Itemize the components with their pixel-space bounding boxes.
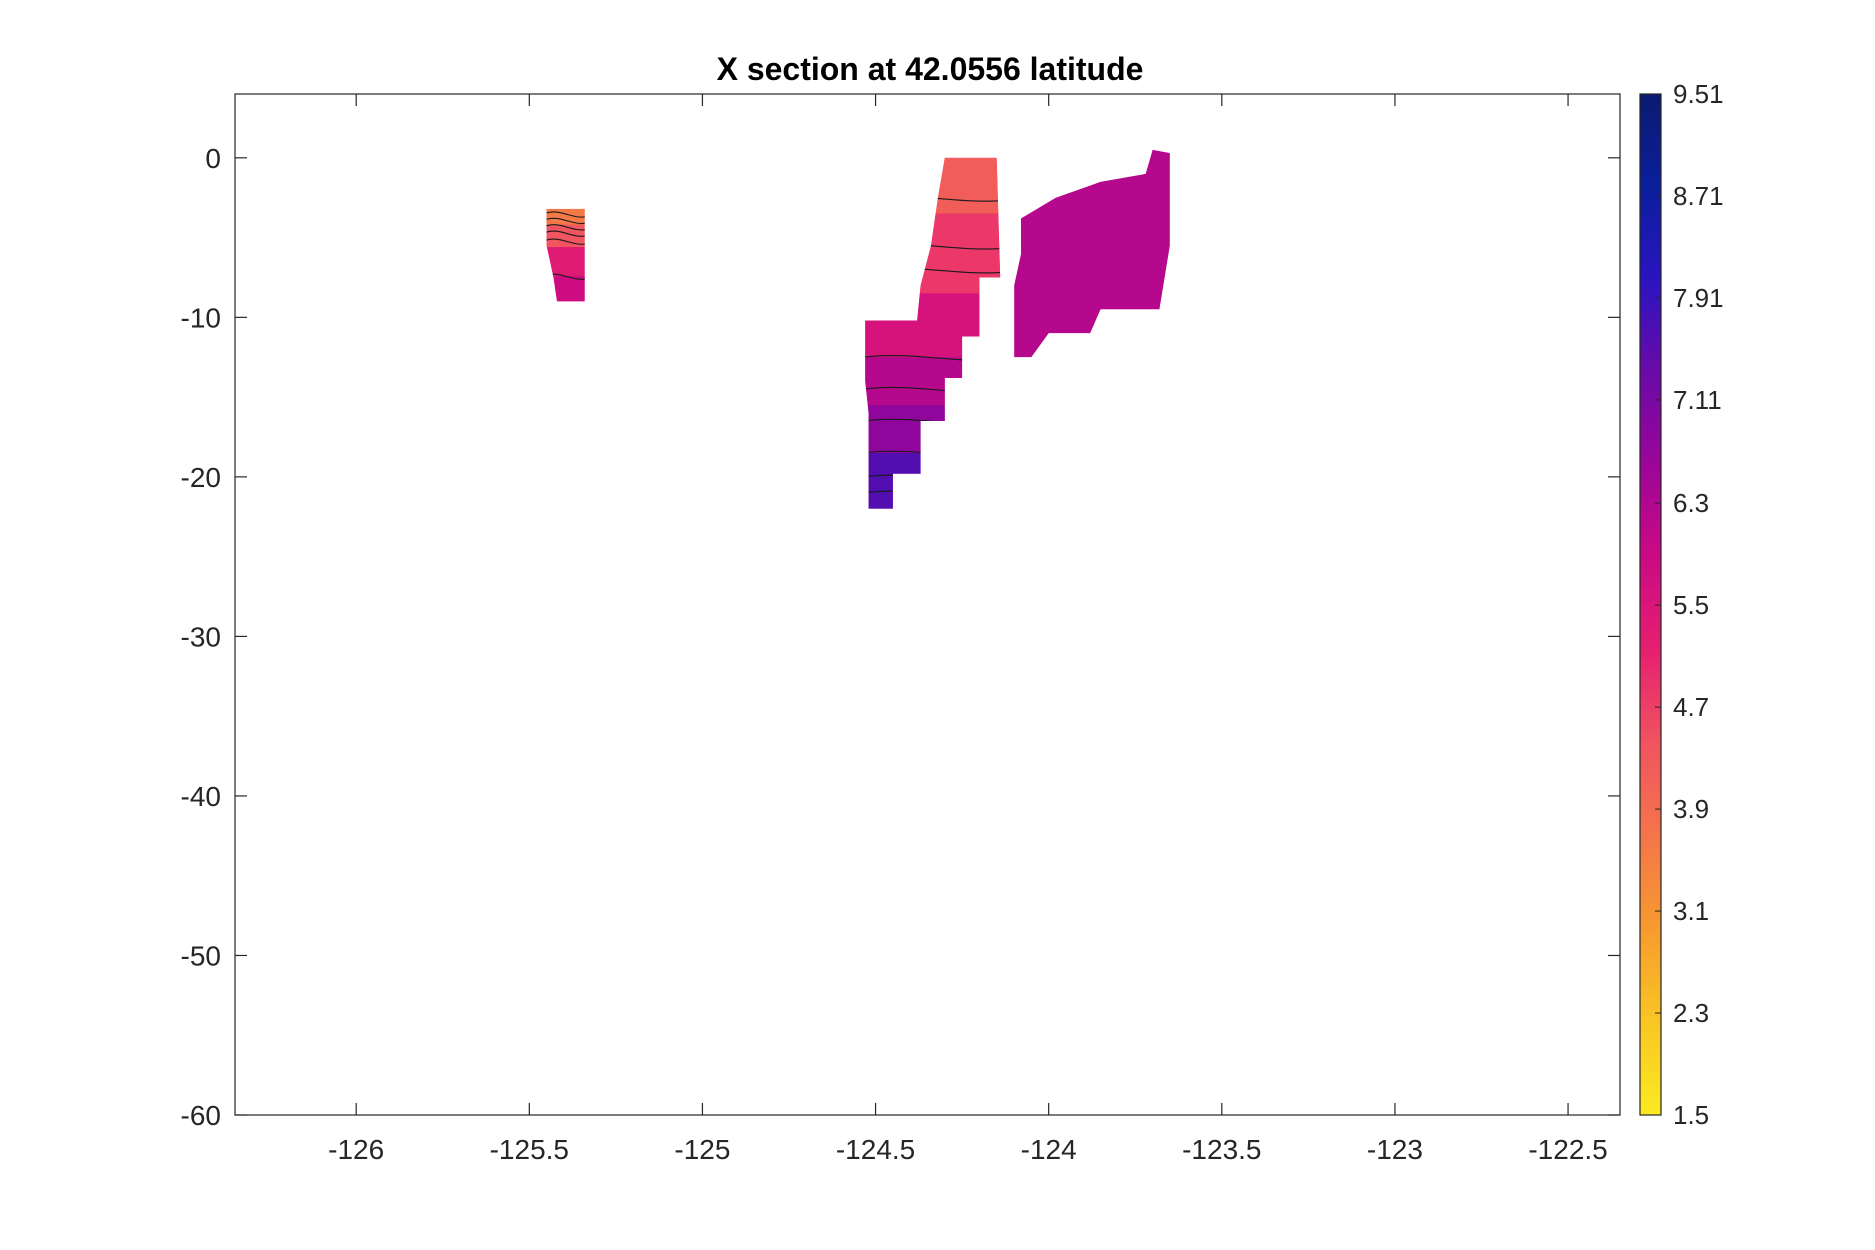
colorbar-tick-label: 2.3 (1673, 998, 1709, 1028)
y-axis: 0 -10 -20 -30 -40 -50 -60 (181, 143, 1620, 1131)
patch-east-fill (1014, 149, 1170, 358)
y-tick-label: 0 (205, 143, 221, 174)
x-tick-label: -126 (328, 1134, 384, 1165)
colorbar-gradient (1639, 93, 1662, 1116)
colorbar-tick-label: 6.3 (1673, 488, 1709, 518)
y-tick-label: -10 (181, 302, 221, 333)
y-tick-label: -40 (181, 781, 221, 812)
patch-west (546, 208, 585, 302)
patch-west-band-0 (546, 208, 585, 225)
colorbar-tick-label: 8.71 (1673, 181, 1724, 211)
colorbar-tick-label: 5.5 (1673, 590, 1709, 620)
colorbar-tick-label: 4.7 (1673, 692, 1709, 722)
patch-west-band-1 (546, 224, 585, 248)
x-tick-label: -125.5 (490, 1134, 569, 1165)
colorbar-tick-label: 7.91 (1673, 283, 1724, 313)
patch-west-band-2 (546, 247, 585, 276)
chart-title: X section at 42.0556 latitude (717, 51, 1144, 87)
patch-west-contour-1 (546, 217, 585, 225)
x-tick-label: -123.5 (1182, 1134, 1261, 1165)
x-tick-label: -124.5 (836, 1134, 915, 1165)
axes-frame (234, 93, 1621, 1116)
x-tick-label: -124 (1021, 1134, 1077, 1165)
patch-west-contour-3 (546, 230, 585, 237)
y-tick-label: -60 (181, 1100, 221, 1131)
colorbar-tick-label: 9.51 (1673, 79, 1724, 109)
y-tick-label: -30 (181, 621, 221, 652)
colorbar-tick-label: 3.9 (1673, 794, 1709, 824)
x-tick-label: -125 (674, 1134, 730, 1165)
colorbar-tick-label: 3.1 (1673, 896, 1709, 926)
x-tick-label: -123 (1367, 1134, 1423, 1165)
y-tick-label: -50 (181, 940, 221, 971)
colorbar-tick-label: 1.5 (1673, 1100, 1709, 1130)
colorbar-tick-label: 7.11 (1673, 385, 1722, 415)
patch-west-contour-2 (546, 224, 585, 231)
x-axis: -126 -125.5 -125 -124.5 -124 -123.5 -123 -122.5 (328, 94, 1608, 1165)
patch-west-contour-4 (546, 238, 585, 245)
plot-area (234, 93, 1621, 1116)
patch-west-contour-0 (546, 211, 585, 218)
x-tick-label: -122.5 (1528, 1134, 1607, 1165)
colorbar: 9.51 8.71 7.91 7.11 6.3 5.5 4.7 3.9 3.1 2.3 1.5 (1639, 79, 1724, 1130)
patch-east (1014, 149, 1170, 358)
y-tick-label: -20 (181, 462, 221, 493)
